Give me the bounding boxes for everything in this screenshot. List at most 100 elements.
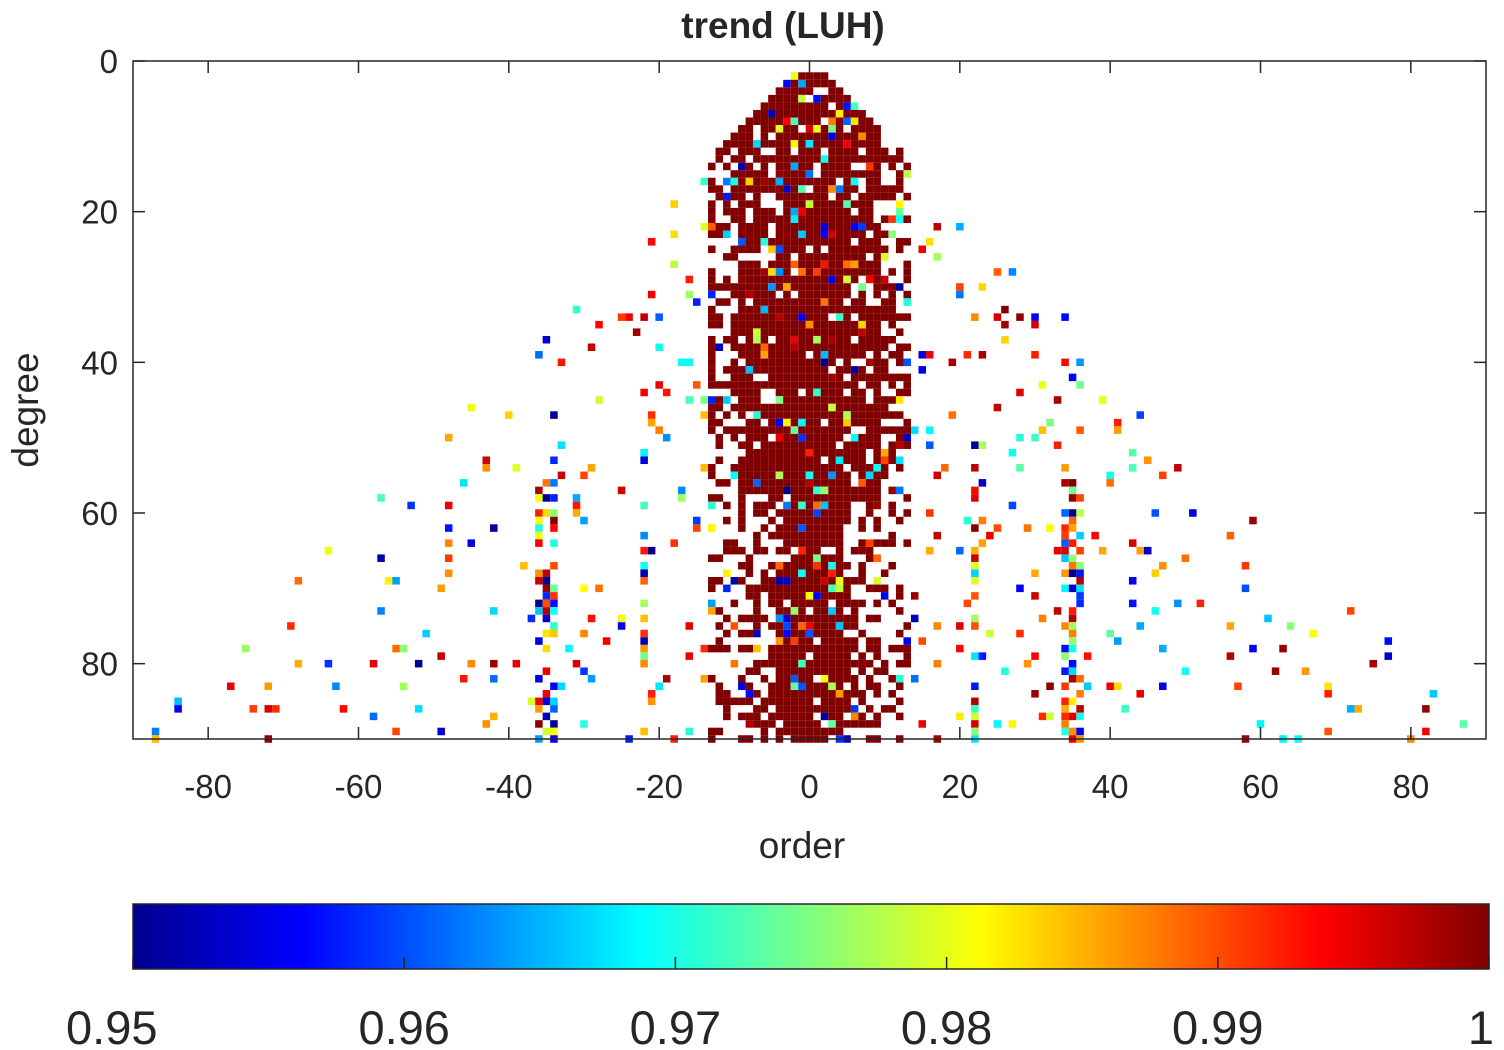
heatmap-cell [858, 690, 866, 698]
heatmap-cell [843, 426, 851, 434]
heatmap-cell [895, 433, 904, 442]
heatmap-cell [760, 546, 769, 555]
heatmap-cell [865, 132, 874, 141]
heatmap-cell [572, 494, 581, 502]
heatmap-cell [805, 403, 814, 412]
heatmap-cell [828, 441, 836, 449]
heatmap-cell [790, 441, 799, 449]
heatmap-cell [828, 268, 836, 276]
heatmap-cell [1076, 599, 1084, 608]
heatmap-cell [880, 659, 889, 668]
heatmap-cell [828, 94, 836, 103]
heatmap-cell [850, 433, 859, 442]
heatmap-cell [753, 690, 761, 698]
heatmap-cell [835, 373, 844, 382]
heatmap-cell [888, 162, 896, 171]
heatmap-cell [580, 516, 588, 525]
heatmap-cell [850, 102, 859, 110]
heatmap-cell [1061, 531, 1069, 540]
heatmap-cell [745, 584, 754, 593]
heatmap-cell [828, 682, 836, 691]
heatmap-cell [745, 644, 754, 653]
heatmap-cell [775, 275, 784, 284]
heatmap-cell [700, 177, 709, 186]
heatmap-cell [835, 577, 844, 585]
heatmap-cell [730, 245, 739, 254]
heatmap-cell [843, 162, 851, 171]
heatmap-cell [865, 426, 874, 434]
heatmap-cell [835, 652, 844, 660]
heatmap-cell [640, 531, 648, 540]
heatmap-cell [542, 644, 551, 653]
heatmap-cell [790, 238, 799, 246]
heatmap-cell [685, 652, 693, 660]
heatmap-cell [745, 388, 754, 397]
heatmap-cell [865, 328, 874, 336]
heatmap-cell [858, 298, 866, 306]
heatmap-cell [715, 298, 724, 306]
heatmap-cell [1136, 622, 1144, 630]
heatmap-cell [910, 614, 919, 623]
heatmap-cell [768, 125, 776, 133]
heatmap-cell [835, 659, 844, 668]
heatmap-cell [790, 471, 799, 480]
heatmap-cell [805, 629, 814, 638]
heatmap-cell [835, 343, 844, 352]
heatmap-cell [775, 622, 784, 630]
heatmap-cell [828, 577, 836, 585]
heatmap-cell [1271, 667, 1280, 675]
heatmap-cell [865, 433, 874, 442]
heatmap-cell [738, 222, 746, 231]
colorbar-ticks: 0.95 0.96 0.97 0.98 0.99 1 [66, 957, 1494, 1050]
heatmap-cell [783, 418, 791, 427]
heatmap-cell [753, 644, 761, 653]
heatmap-cell [572, 659, 581, 668]
heatmap-cell [828, 155, 836, 163]
heatmap-cell [790, 351, 799, 359]
heatmap-cell [978, 539, 987, 547]
heatmap-cell [820, 162, 829, 171]
heatmap-cell [723, 396, 731, 404]
heatmap-cell [723, 712, 731, 721]
heatmap-cell [685, 727, 693, 736]
heatmap-cell [805, 253, 814, 261]
heatmap-cell [873, 456, 881, 465]
heatmap-cell [617, 614, 626, 623]
heatmap-cell [1068, 509, 1077, 517]
heatmap-cell [843, 283, 851, 291]
heatmap-cell [813, 531, 821, 540]
heatmap-cell [805, 373, 814, 382]
heatmap-cell [858, 441, 866, 449]
heatmap-cell [715, 222, 724, 231]
heatmap-cell [895, 456, 904, 465]
heatmap-cell [670, 260, 678, 269]
heatmap-cell [738, 426, 746, 434]
heatmap-cell [850, 298, 859, 306]
heatmap-cell [858, 539, 866, 547]
heatmap-cell [535, 516, 543, 525]
heatmap-cell [895, 170, 904, 178]
heatmap-cell [835, 531, 844, 540]
heatmap-cell [843, 667, 851, 675]
heatmap-cell [1061, 509, 1069, 517]
heatmap-cell [1061, 682, 1069, 691]
heatmap-cell [820, 222, 829, 231]
heatmap-cell [753, 396, 761, 404]
heatmap-cell [805, 117, 814, 126]
heatmap-cell [790, 509, 799, 517]
heatmap-cell [865, 509, 874, 517]
heatmap-cell [1038, 712, 1047, 721]
heatmap-cell [843, 351, 851, 359]
heatmap-cell [805, 637, 814, 645]
heatmap-cell [339, 705, 348, 713]
heatmap-cell [783, 622, 791, 630]
heatmap-cell [1023, 524, 1032, 532]
heatmap-cell [768, 690, 776, 698]
heatmap-cell [888, 501, 896, 510]
heatmap-cell [858, 486, 866, 495]
heatmap-cell [820, 690, 829, 698]
heatmap-cell [790, 373, 799, 382]
heatmap-cell [858, 283, 866, 291]
heatmap-cell [557, 441, 566, 449]
heatmap-cell [790, 690, 799, 698]
